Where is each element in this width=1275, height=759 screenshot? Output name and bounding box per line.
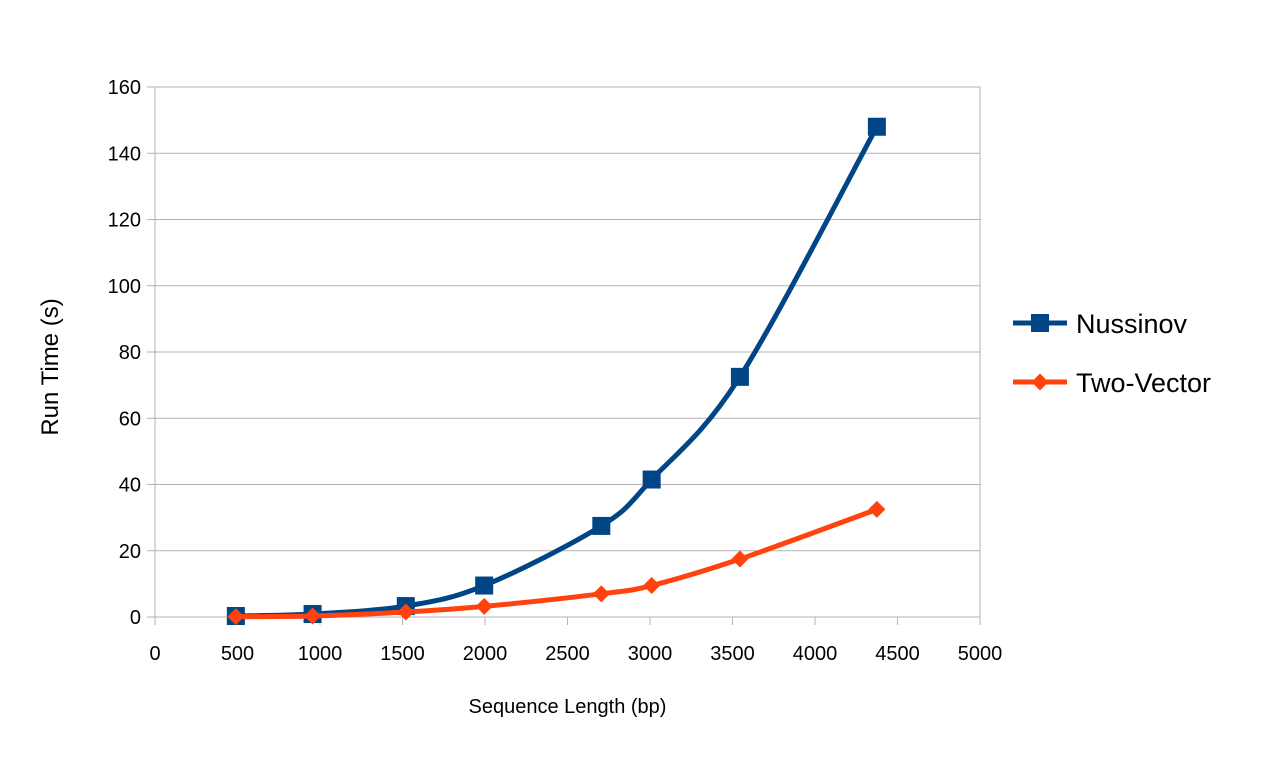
legend: Nussinov Two-Vector [1013,309,1211,398]
x-tick-label: 4000 [793,643,838,665]
legend-item-nussinov: Nussinov [1013,309,1188,339]
y-tick-label: 160 [108,77,141,99]
y-tick-label: 120 [108,210,141,232]
data-point-two-vector [304,607,322,625]
y-axis-ticks: 0 20 40 60 80 100 120 140 160 [108,77,155,629]
data-point-two-vector [731,550,749,568]
series-line-nussinov [233,124,880,619]
series-line-two-vector [233,506,880,620]
legend-marker [1031,314,1049,332]
series-two-vector [227,500,886,626]
legend-label: Two-Vector [1076,368,1211,398]
x-tick-label: 1500 [380,643,425,665]
x-axis-ticks: 0 500 1000 1500 2000 2500 3000 3500 4000 4500 5000 [149,617,1002,665]
data-point-nussinov [475,576,494,595]
legend-item-two-vector: Two-Vector [1013,368,1211,398]
data-point-two-vector [227,608,245,626]
y-tick-label: 20 [119,541,141,563]
x-tick-label: 0 [149,643,160,665]
x-axis-label: Sequence Length (bp) [469,696,667,718]
x-tick-label: 3500 [710,643,755,665]
x-tick-label: 2500 [545,643,590,665]
x-tick-label: 2000 [463,643,508,665]
x-tick-label: 4500 [875,643,920,665]
legend-marker [1031,373,1049,391]
x-tick-label: 5000 [958,643,1003,665]
data-point-two-vector [397,603,415,621]
data-point-nussinov [867,117,886,136]
data-point-two-vector [643,577,661,595]
x-tick-label: 1000 [298,643,343,665]
data-point-two-vector [475,597,493,615]
data-point-nussinov [642,470,661,489]
data-point-nussinov [730,367,749,386]
x-tick-label: 3000 [628,643,673,665]
y-tick-label: 80 [119,342,141,364]
y-tick-label: 40 [119,475,141,497]
legend-label: Nussinov [1076,309,1188,339]
y-tick-label: 140 [108,143,141,165]
data-point-two-vector [868,500,886,518]
y-axis-label: Run Time (s) [37,298,64,435]
data-point-nussinov [592,516,611,535]
y-tick-label: 60 [119,408,141,430]
y-tick-label: 0 [130,607,141,629]
series-nussinov [226,117,886,626]
data-point-two-vector [592,585,610,603]
series-layer [226,117,886,626]
y-tick-label: 100 [108,276,141,298]
x-tick-label: 500 [221,643,254,665]
